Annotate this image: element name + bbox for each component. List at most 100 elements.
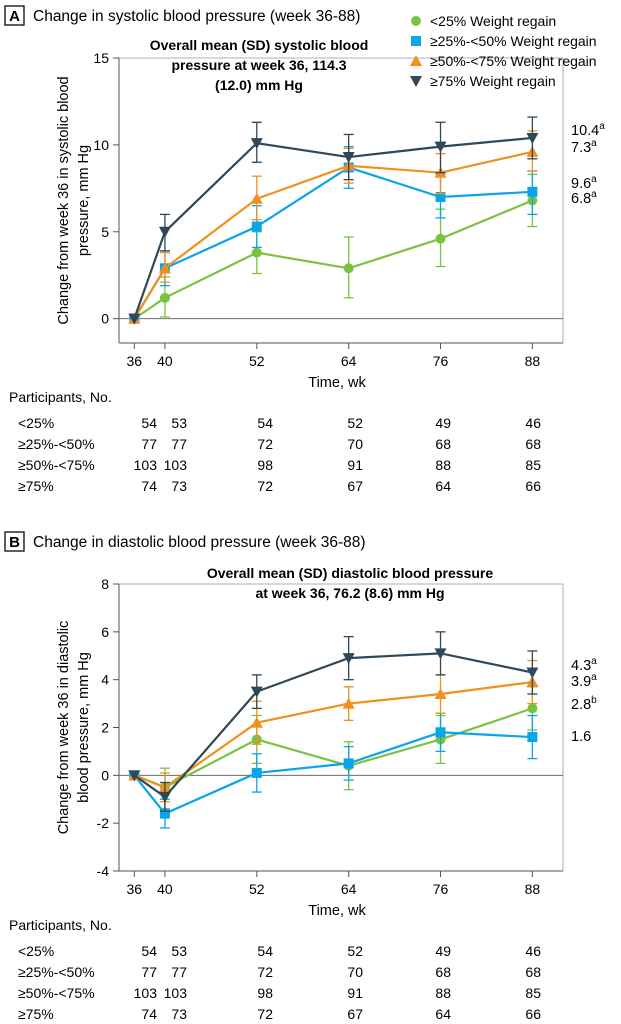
end-value-label: 7.3a	[571, 138, 597, 156]
x-tick-label: 52	[249, 881, 265, 897]
data-point	[342, 653, 355, 665]
legend-marker	[411, 36, 421, 46]
end-value-superscript: a	[591, 189, 597, 200]
data-point	[342, 152, 355, 164]
table-cell: 64	[435, 1006, 451, 1022]
x-tick-label: 36	[127, 881, 143, 897]
table-cell: 91	[347, 985, 363, 1001]
table-cell: 66	[525, 478, 541, 494]
table-cell: 73	[171, 478, 187, 494]
end-value-number: 1.6	[571, 729, 591, 745]
end-value-superscript: a	[591, 672, 597, 683]
table-cell: 54	[257, 943, 273, 959]
y-tick-label: 4	[101, 672, 109, 688]
y-tick-label: 0	[101, 311, 109, 327]
series-0: 2.8b	[129, 686, 597, 810]
data-point	[158, 791, 171, 803]
legend-label: ≥75% Weight regain	[430, 73, 556, 89]
x-tick-label: 36	[127, 353, 143, 369]
table-row-label: ≥25%-<50%	[18, 964, 95, 980]
chart-title: Change in diastolic blood pressure (week…	[33, 534, 366, 551]
legend: <25% Weight regain ≥25%-<50% Weight regai…	[410, 13, 597, 89]
y-tick-label: 0	[101, 767, 109, 783]
end-value-superscript: a	[591, 656, 597, 667]
table-cell: 88	[435, 985, 451, 1001]
data-point	[250, 192, 263, 204]
table-cell: 49	[435, 415, 451, 431]
end-value-label: 6.8a	[571, 189, 597, 207]
legend-marker	[411, 16, 421, 26]
table-heading: Participants, No.	[9, 389, 112, 405]
data-point	[128, 770, 141, 782]
table-cell: 103	[134, 985, 158, 1001]
table-cell: 77	[141, 436, 157, 452]
table-cell: 68	[435, 964, 451, 980]
annotation-line: at week 36, 76.2 (8.6) mm Hg	[255, 585, 444, 601]
y-tick-label: -2	[97, 815, 110, 831]
end-value-superscript: a	[591, 174, 597, 185]
table-cell: 70	[347, 964, 363, 980]
annotation-line: pressure at week 36, 114.3	[171, 57, 346, 73]
end-value-number: 2.8	[571, 697, 591, 713]
data-point	[159, 808, 170, 819]
annotation-line: (12.0) mm Hg	[215, 77, 303, 93]
series-line	[133, 680, 533, 789]
y-axis-label-line: pressure, mm Hg	[76, 145, 92, 256]
series-line	[133, 731, 533, 815]
x-axis-label: Time, wk	[308, 375, 366, 391]
series-1: 1.6	[129, 712, 591, 829]
table-row-label: <25%	[18, 415, 54, 431]
panel-letter: B	[9, 534, 20, 551]
table-cell: 74	[141, 478, 157, 494]
table-cell: 98	[257, 457, 273, 473]
table-cell: 52	[347, 943, 363, 959]
legend-marker	[410, 55, 422, 66]
table-cell: 66	[525, 1006, 541, 1022]
end-value-number: 4.3	[571, 658, 591, 674]
annotation-line: Overall mean (SD) systolic blood	[150, 37, 369, 53]
table-cell: 91	[347, 457, 363, 473]
data-point	[159, 292, 170, 303]
data-point	[343, 758, 354, 769]
panel-a: A Change in systolic blood pressure (week…	[4, 5, 605, 494]
table-cell: 54	[257, 415, 273, 431]
table-cell: 103	[164, 985, 188, 1001]
panel-letter: A	[9, 8, 20, 25]
end-value-label: 2.8b	[571, 695, 597, 713]
x-tick-label: 76	[433, 881, 449, 897]
table-cell: 53	[171, 415, 187, 431]
x-tick-label: 40	[157, 353, 173, 369]
data-point	[526, 667, 539, 679]
series-line	[133, 150, 533, 320]
end-value-label: 1.6	[571, 729, 591, 745]
series-2: 3.9a	[128, 659, 597, 803]
end-value-label: 4.3a	[571, 656, 597, 674]
table-heading: Participants, No.	[9, 917, 112, 933]
data-point	[435, 727, 446, 738]
data-point	[434, 688, 447, 700]
y-axis-label-line: Change from week 36 in systolic blood	[56, 76, 72, 324]
table-cell: 103	[134, 457, 158, 473]
legend-marker	[410, 76, 422, 87]
end-value-number: 10.4	[571, 123, 599, 139]
data-point	[158, 262, 171, 274]
data-point	[435, 233, 446, 244]
table-row-label: ≥50%-<75%	[18, 457, 95, 473]
participants-table: Participants, No. <25% 54 53 54 52 49 46 ≥25%-<5…	[9, 389, 541, 494]
table-cell: 54	[141, 943, 157, 959]
x-tick-label: 76	[433, 353, 449, 369]
table-cell: 49	[435, 943, 451, 959]
table-cell: 77	[171, 436, 187, 452]
y-tick-label: 10	[93, 137, 109, 153]
end-value-number: 3.9	[571, 674, 591, 690]
data-point	[527, 186, 538, 197]
legend-label: ≥50%-<75% Weight regain	[430, 53, 597, 69]
end-value-superscript: a	[591, 138, 597, 149]
table-cell: 85	[525, 985, 541, 1001]
data-point	[250, 138, 263, 150]
table-cell: 54	[141, 415, 157, 431]
y-tick-label: 2	[101, 720, 109, 736]
data-point	[434, 141, 447, 153]
data-point	[343, 263, 354, 274]
